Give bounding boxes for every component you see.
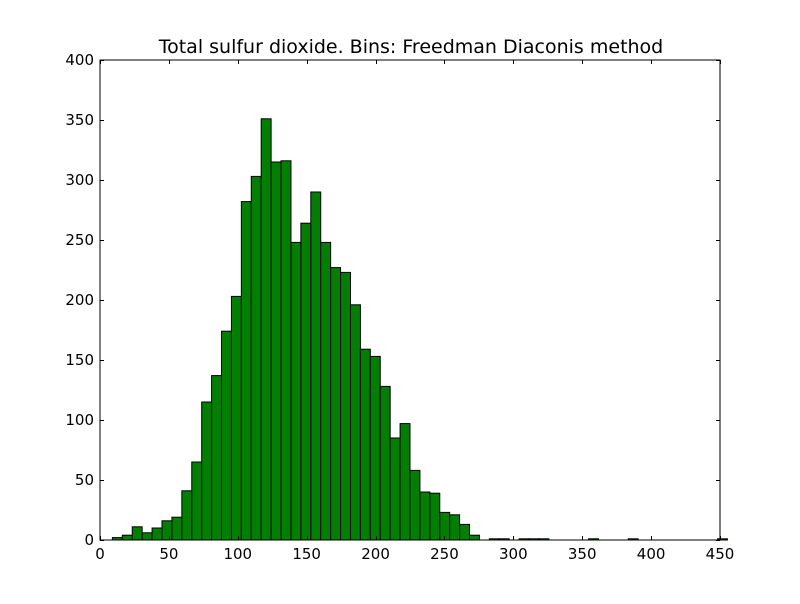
histogram-bar — [131, 526, 143, 541]
histogram-bar — [330, 267, 342, 541]
histogram-bar — [340, 271, 351, 541]
x-tick-label: 50 — [159, 545, 178, 563]
histogram-bar — [171, 516, 183, 541]
x-tick-label: 0 — [95, 545, 105, 563]
tick-labels-group: 0 50 100 150 200 250 300 350 400 450 0 50 100 150 200 2… — [65, 51, 734, 563]
histogram-bar — [310, 191, 322, 541]
y-tick-label: 0 — [84, 531, 94, 549]
y-tick-label: 350 — [65, 111, 94, 129]
histogram-bar — [717, 538, 728, 541]
histogram-bar — [379, 385, 391, 541]
histogram-bar — [389, 437, 401, 541]
histogram-bar — [141, 532, 153, 541]
histogram-bar — [469, 534, 480, 541]
plot-frame — [99, 59, 721, 541]
y-tick-label: 200 — [65, 291, 94, 309]
histogram-bar — [459, 523, 471, 541]
histogram-bar — [260, 118, 272, 541]
histogram-bar — [191, 461, 203, 541]
y-tick-label: 400 — [65, 51, 94, 69]
histogram-bar — [201, 401, 213, 541]
histogram-bar — [230, 295, 242, 541]
histogram-bar — [449, 514, 461, 541]
histogram-bar — [250, 175, 262, 541]
x-tick-label: 200 — [361, 545, 390, 563]
histogram-bar — [181, 490, 193, 541]
histogram-bar — [211, 375, 223, 541]
y-tick-label: 100 — [65, 411, 94, 429]
x-tick-label: 400 — [637, 545, 666, 563]
x-tick-label: 100 — [223, 545, 252, 563]
histogram-bar — [121, 534, 133, 541]
histogram-bar — [240, 201, 252, 541]
x-tick-label: 350 — [568, 545, 597, 563]
x-tick-label: 300 — [499, 545, 528, 563]
histogram-bar — [349, 304, 361, 541]
histogram-bar — [270, 161, 282, 541]
y-tick-label: 300 — [65, 171, 94, 189]
x-tick-label: 450 — [706, 545, 735, 563]
y-tick-label: 150 — [65, 351, 94, 369]
histogram-bar — [359, 348, 371, 541]
y-tick-label: 50 — [75, 471, 94, 489]
chart-title: Total sulfur dioxide. Bins: Freedman Dia… — [158, 36, 664, 58]
y-tick-label: 250 — [65, 231, 94, 249]
histogram-bar — [419, 491, 431, 541]
histogram-bar — [161, 520, 173, 541]
histogram-bar — [409, 469, 421, 541]
histogram-bar — [280, 160, 292, 541]
histogram-bar — [429, 492, 441, 541]
histogram-bar — [439, 511, 451, 541]
histogram-bar — [290, 241, 302, 541]
histogram-bar — [221, 330, 232, 541]
histogram-bar — [399, 423, 411, 541]
x-tick-label: 150 — [292, 545, 321, 563]
histogram-bar — [320, 241, 332, 541]
histogram-bar — [151, 527, 163, 541]
histogram-bar — [369, 355, 381, 541]
ticks-group — [100, 60, 721, 541]
x-tick-label: 250 — [430, 545, 459, 563]
histogram-bar — [300, 222, 312, 541]
